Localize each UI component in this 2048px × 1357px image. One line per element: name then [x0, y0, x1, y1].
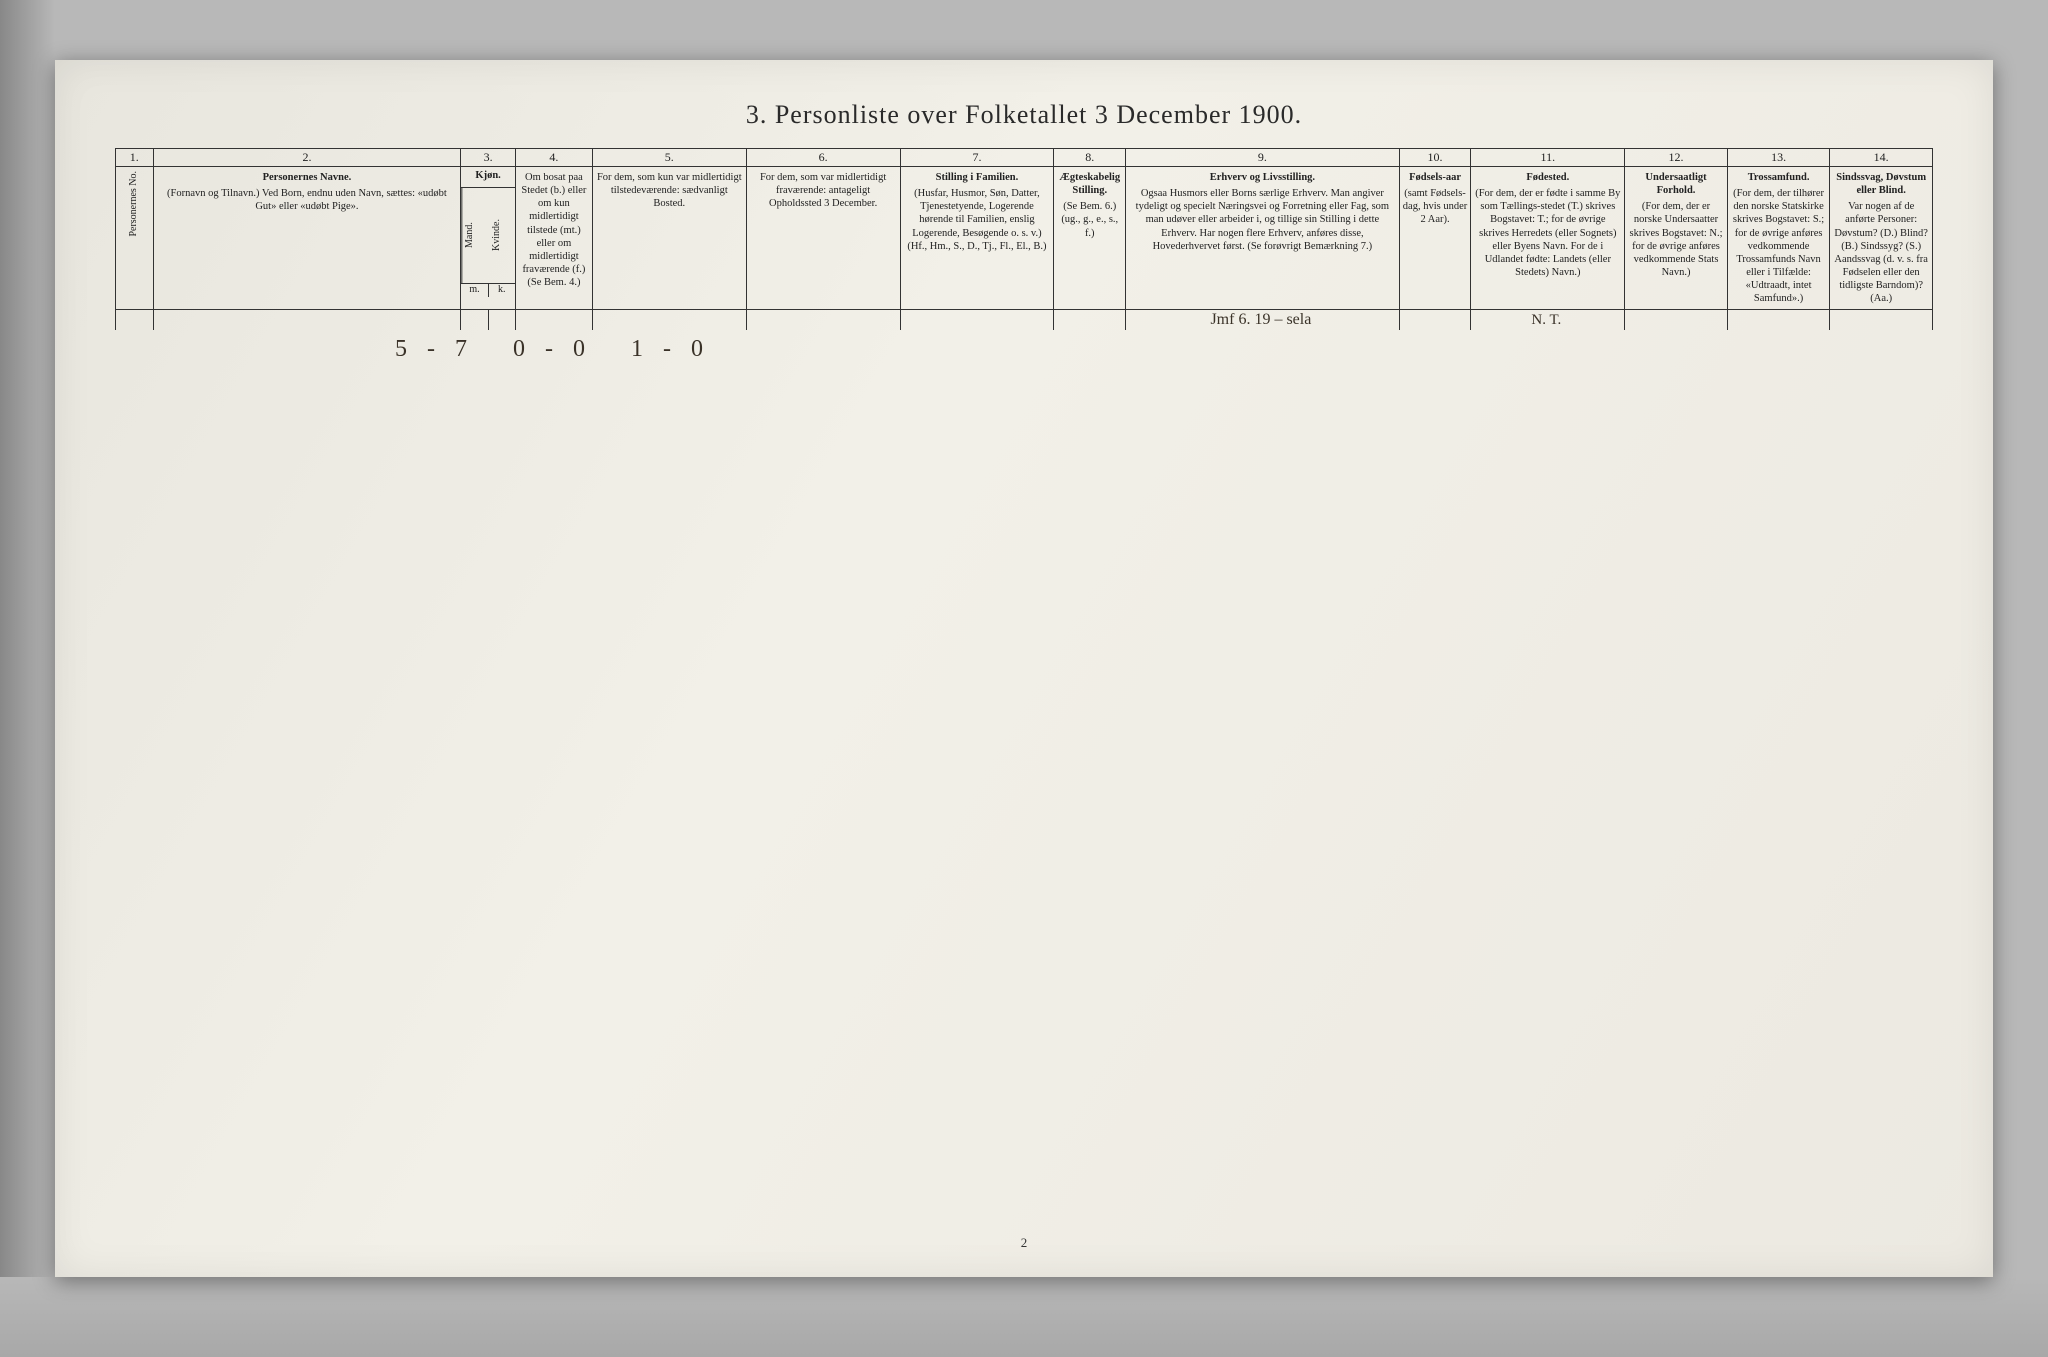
hdr-erhverv: Erhverv og Livsstilling. Ogsaa Husmors e… [1126, 167, 1400, 310]
hdr-bosat: Om bosat paa Stedet (b.) eller om kun mi… [515, 167, 592, 310]
hdr-aegte: Ægteskabelig Stilling. (Se Bem. 6.) (ug.… [1054, 167, 1126, 310]
colnum-2: 2. [153, 149, 461, 167]
document-page: 3. Personliste over Folketallet 3 Decemb… [55, 60, 1993, 1277]
column-number-row: 1. 2. 3. 4. 5. 6. 7. 8. 9. 10. 11. 12. 1… [116, 149, 1933, 167]
colnum-1: 1. [116, 149, 154, 167]
hdr-kjon: Kjøn. Mand. Kvinde. m. k. [461, 167, 516, 310]
annotation-row: Jmf 6. 19 – sela N. T. [116, 310, 1933, 331]
footer-tally: 5-7 0-0 1-0 [115, 330, 1933, 363]
column-header-row: Personernes No. Personernes Navne. (Forn… [116, 167, 1933, 310]
hdr-fodselsaar: Fødsels-aar (samt Fødsels-dag, hvis unde… [1399, 167, 1471, 310]
page-title: 3. Personliste over Folketallet 3 Decemb… [115, 100, 1933, 130]
colnum-5: 5. [592, 149, 746, 167]
hdr-undersaat: Undersaatligt Forhold. (For dem, der er … [1625, 167, 1728, 310]
hdr-fodested: Fødested. (For dem, der er fødte i samme… [1471, 167, 1625, 310]
page-number: 2 [1021, 1235, 1028, 1251]
colnum-8: 8. [1054, 149, 1126, 167]
hdr-navne: Personernes Navne. (Fornavn og Tilnavn.)… [153, 167, 461, 310]
scan-shadow-left [0, 0, 55, 1357]
hdr-fravaerende: For dem, som var midlertidigt fraværende… [746, 167, 900, 310]
colnum-11: 11. [1471, 149, 1625, 167]
scan-shadow-bottom [0, 1277, 2048, 1357]
top-annotation: Jmf 6. 19 – sela [1126, 310, 1400, 331]
colnum-3: 3. [461, 149, 516, 167]
hdr-tilstede: For dem, som kun var midlertidigt tilste… [592, 167, 746, 310]
hdr-trossamfund: Trossamfund. (For dem, der tilhører den … [1727, 167, 1830, 310]
census-table: 1. 2. 3. 4. 5. 6. 7. 8. 9. 10. 11. 12. 1… [115, 148, 1933, 330]
colnum-10: 10. [1399, 149, 1471, 167]
colnum-4: 4. [515, 149, 592, 167]
colnum-7: 7. [900, 149, 1054, 167]
colnum-14: 14. [1830, 149, 1933, 167]
hdr-sindssvag: Sindssvag, Døvstum eller Blind. Var noge… [1830, 167, 1933, 310]
colnum-12: 12. [1625, 149, 1728, 167]
hdr-stilling-fam: Stilling i Familien. (Husfar, Husmor, Sø… [900, 167, 1054, 310]
table-head: 1. 2. 3. 4. 5. 6. 7. 8. 9. 10. 11. 12. 1… [116, 149, 1933, 310]
hdr-personnr: Personernes No. [116, 167, 154, 310]
table-body: Jmf 6. 19 – sela N. T. [116, 310, 1933, 331]
colnum-9: 9. [1126, 149, 1400, 167]
colnum-6: 6. [746, 149, 900, 167]
colnum-13: 13. [1727, 149, 1830, 167]
